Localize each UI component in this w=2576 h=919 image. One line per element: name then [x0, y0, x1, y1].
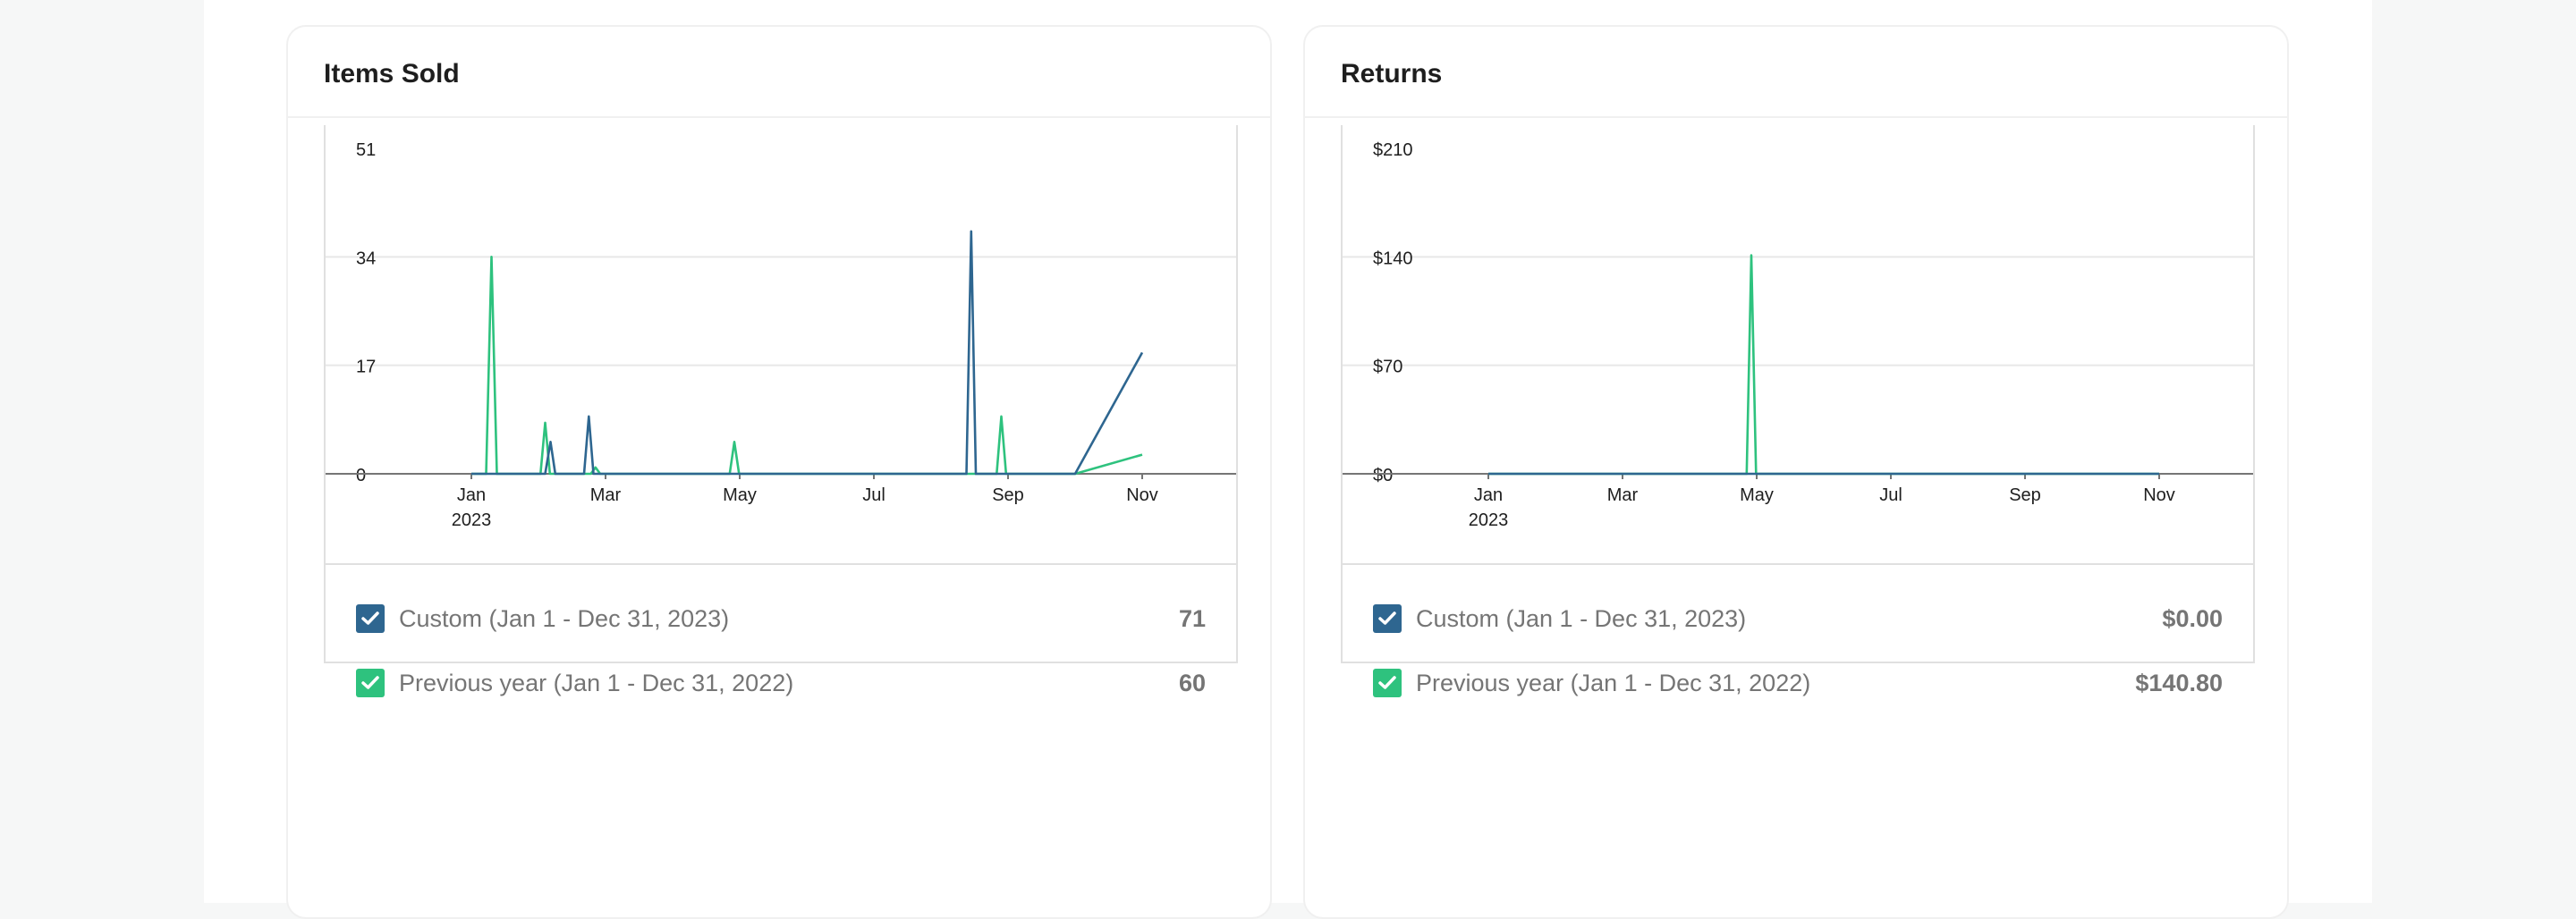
- chart-legend: Custom (Jan 1 - Dec 31, 2023) 71 Previou…: [326, 563, 1236, 697]
- x-tick-label: Sep: [992, 485, 1024, 505]
- legend-item-previous-year[interactable]: Previous year (Jan 1 - Dec 31, 2022) 60: [356, 665, 1206, 701]
- legend-checkbox-custom[interactable]: [1373, 604, 1402, 633]
- x-tick-label: Jul: [862, 485, 886, 505]
- x-tick-label: Sep: [2009, 485, 2041, 505]
- x-tick-label: May: [1740, 485, 1774, 505]
- y-tick-label: $140: [1373, 249, 1413, 268]
- chart-container: $0 $70 $140 $210 Jan Mar May Jul Sep Nov 2023 Cust…: [1341, 125, 2255, 697]
- items-sold-chart: 0 17 34 51 Jan Mar May Jul Sep Nov 2023: [326, 140, 1236, 530]
- legend-label: Previous year (Jan 1 - Dec 31, 2022): [1416, 669, 1811, 696]
- legend-label: Custom (Jan 1 - Dec 31, 2023): [1416, 604, 1747, 632]
- chart-legend: Custom (Jan 1 - Dec 31, 2023) $0.00 Prev…: [1343, 563, 2253, 697]
- x-tick-label: Nov: [2143, 485, 2175, 505]
- checkmark-icon: [1378, 611, 1396, 625]
- returns-card: Returns $0 $70 $140 $210 Jan Mar May Jul Sep Nov 2…: [1303, 25, 2289, 919]
- x-tick-label: Nov: [1126, 485, 1158, 505]
- x-year-label: 2023: [452, 510, 492, 530]
- legend-checkbox-previous-year[interactable]: [1373, 669, 1402, 697]
- legend-checkbox-custom[interactable]: [356, 604, 385, 633]
- x-tick-label: Mar: [1607, 485, 1639, 505]
- legend-value: 71: [1178, 604, 1206, 632]
- card-header: Items Sold: [288, 27, 1270, 118]
- card-title: Returns: [1341, 59, 1443, 89]
- y-tick-label: $210: [1373, 140, 1413, 160]
- x-tick-label: Jan: [1474, 485, 1503, 505]
- y-tick-label: $70: [1373, 358, 1402, 377]
- checkmark-icon: [361, 676, 379, 689]
- x-tick-label: May: [723, 485, 757, 505]
- legend-item-custom[interactable]: Custom (Jan 1 - Dec 31, 2023) $0.00: [1373, 601, 2223, 637]
- legend-label: Previous year (Jan 1 - Dec 31, 2022): [399, 669, 794, 696]
- checkmark-icon: [361, 611, 379, 625]
- returns-chart: $0 $70 $140 $210 Jan Mar May Jul Sep Nov 2023: [1343, 140, 2253, 530]
- y-tick-label: 34: [356, 249, 376, 268]
- legend-value: 60: [1178, 669, 1206, 696]
- series-line-custom[interactable]: [471, 230, 1144, 476]
- legend-label: Custom (Jan 1 - Dec 31, 2023): [399, 604, 730, 632]
- x-tick-label: Mar: [590, 485, 622, 505]
- items-sold-card: Items Sold 0 17 34 51 Jan Mar May Jul Sep Nov 2023…: [286, 25, 1272, 919]
- legend-value: $0.00: [2162, 604, 2223, 632]
- y-tick-label: 0: [356, 466, 366, 485]
- card-title: Items Sold: [324, 59, 460, 89]
- series-line-previous-year[interactable]: [471, 256, 1143, 476]
- card-header: Returns: [1305, 27, 2287, 118]
- x-tick-label: Jan: [457, 485, 486, 505]
- legend-item-custom[interactable]: Custom (Jan 1 - Dec 31, 2023) 71: [356, 601, 1206, 637]
- legend-value: $140.80: [2135, 669, 2223, 696]
- y-tick-label: 17: [356, 358, 376, 377]
- y-tick-label: $0: [1373, 466, 1393, 485]
- legend-item-previous-year[interactable]: Previous year (Jan 1 - Dec 31, 2022) $14…: [1373, 665, 2223, 701]
- y-tick-label: 51: [356, 140, 376, 160]
- x-tick-label: Jul: [1879, 485, 1902, 505]
- checkmark-icon: [1378, 676, 1396, 689]
- x-year-label: 2023: [1469, 510, 1509, 530]
- legend-checkbox-previous-year[interactable]: [356, 669, 385, 697]
- chart-container: 0 17 34 51 Jan Mar May Jul Sep Nov 2023 Custom (Ja…: [324, 125, 1238, 697]
